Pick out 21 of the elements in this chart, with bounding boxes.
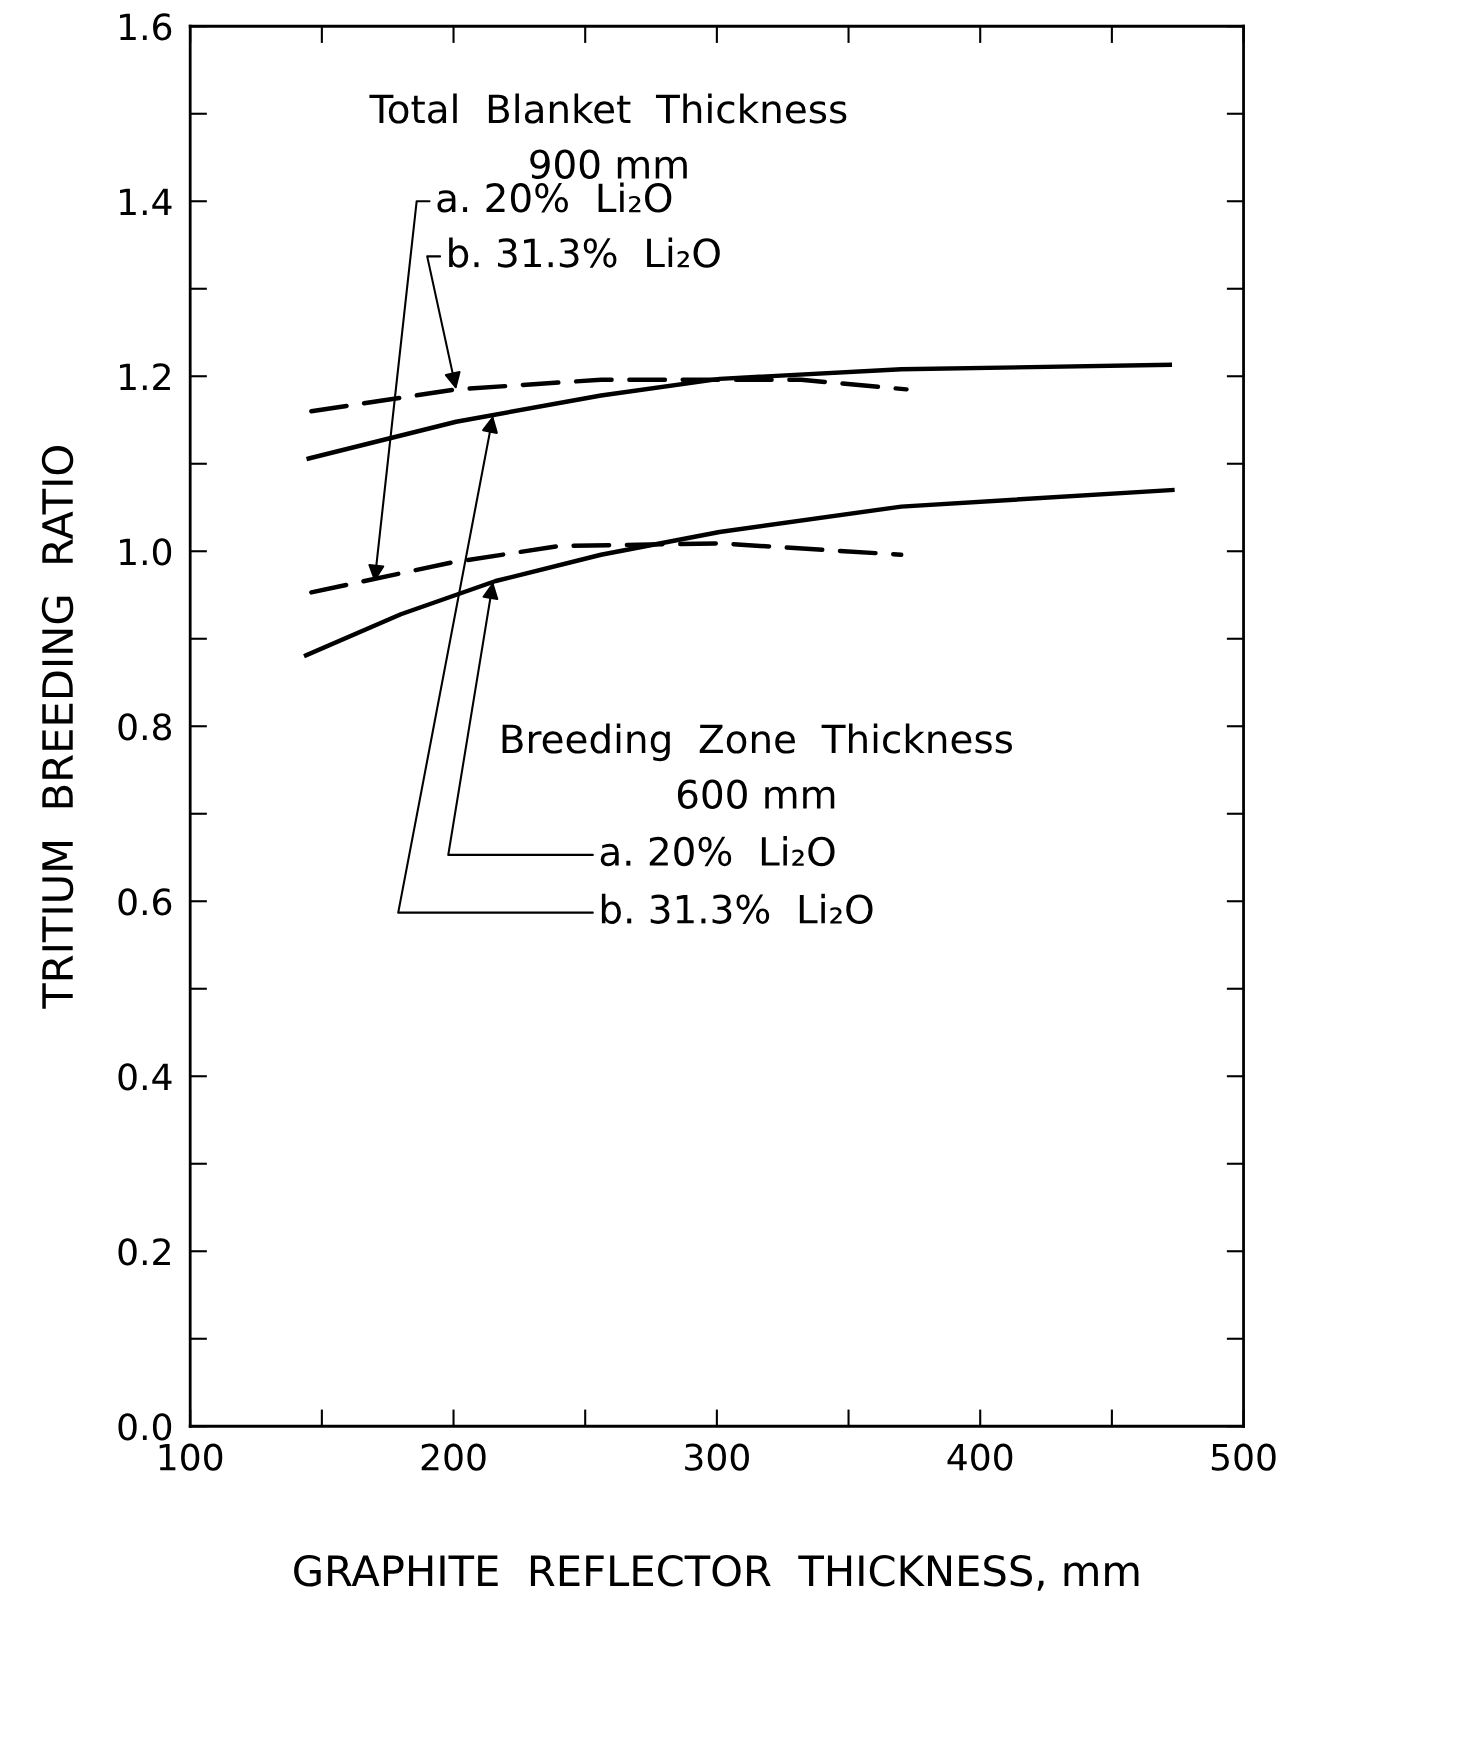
annotation: Total Blanket Thickness 900 mm [369,93,847,179]
y-tick-label: 0.0 [118,1413,172,1441]
annotation: b. 31.3% Li₂O [601,893,873,924]
x-tick-label: 300 [685,1443,749,1471]
y-axis-title: TRITIUM BREEDING RATIO [41,446,74,1009]
x-tick-label: 200 [421,1443,486,1471]
annotation: a. 20% Li₂O [437,182,672,213]
y-tick-label: 0.4 [118,1063,172,1091]
y-tick-label: 1.2 [120,363,170,390]
x-tick-label: 400 [947,1443,1013,1471]
x-axis-title: GRAPHITE REFLECTOR THICKNESS, mm [294,1554,1139,1591]
y-tick-label: 0.2 [118,1238,170,1266]
annotation: b. 31.3% Li₂O [449,237,720,268]
x-tick-label: 100 [159,1443,223,1471]
y-tick-label: 1.0 [120,538,172,566]
y-tick-label: 0.6 [118,888,172,916]
x-tick-label: 500 [1211,1443,1276,1471]
y-tick-label: 1.4 [120,188,172,215]
y-tick-label: 1.6 [120,13,172,41]
y-tick-label: 0.8 [118,713,172,741]
annotation: a. 20% Li₂O [600,836,835,867]
